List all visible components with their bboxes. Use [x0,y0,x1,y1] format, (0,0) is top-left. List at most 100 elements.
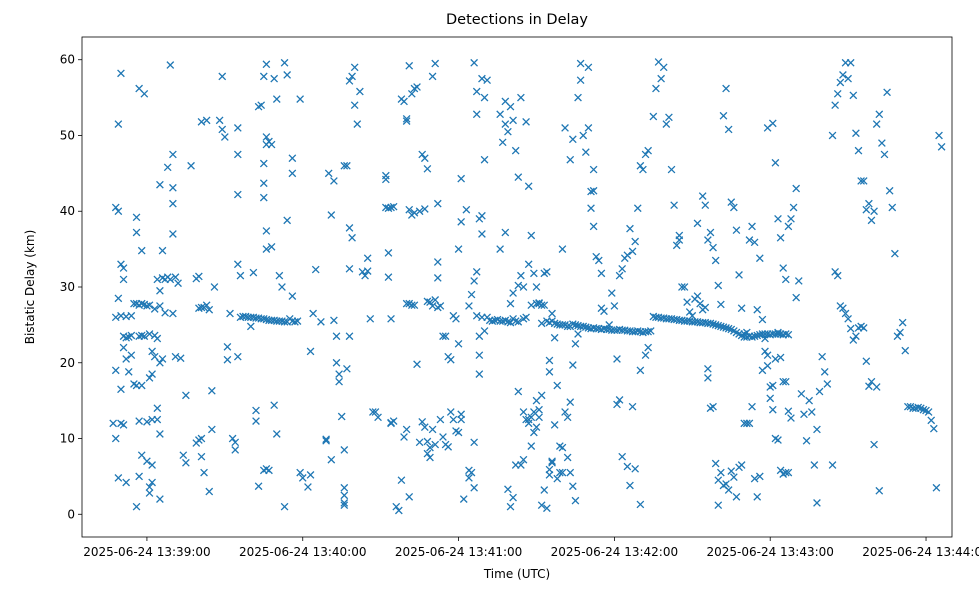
detection-point [729,473,738,482]
detection-point [872,383,881,391]
detection-point [524,415,533,424]
detection-point [457,217,466,226]
detection-point [210,283,219,291]
detection-point [704,236,712,244]
detection-point [418,417,427,426]
detection-point [893,332,902,341]
detection-point [459,495,468,503]
detection-point [618,264,627,273]
detection-point [509,493,517,502]
detection-point [771,158,780,167]
detection-point [389,417,398,425]
detection-point [156,495,164,503]
detection-point [132,502,141,511]
detection-point [805,396,814,405]
detection-point [610,302,619,310]
detection-point [522,117,530,126]
detection-point [714,501,723,510]
detection-point [340,446,349,454]
detection-point [400,433,408,441]
detection-point [927,416,936,425]
detection-point [158,355,167,363]
detection-point [350,63,359,72]
detection-point [553,381,562,390]
detection-point [800,410,808,419]
detection-point [618,452,627,461]
detection-point [343,364,351,373]
detection-point [420,205,429,213]
detection-point [810,461,819,469]
detection-point [561,408,569,416]
detection-point [452,314,460,323]
detection-point [400,97,408,106]
detection-point [413,360,421,369]
detection-point [197,303,206,312]
detection-point [389,202,398,211]
detection-point [163,163,172,172]
detection-point [883,88,891,97]
detection-point [475,370,484,378]
detection-point [171,352,180,361]
detection-point [750,474,759,483]
detection-point [704,364,712,373]
detection-point [124,367,133,376]
detection-point [340,499,349,507]
detection-point [545,367,554,376]
detection-point [535,299,543,307]
detection-point [537,391,546,400]
detection-point [472,87,481,96]
detection-point [296,95,305,103]
detection-point [272,430,281,438]
detection-point [670,201,678,210]
detection-point [574,330,582,338]
detection-point [428,72,437,81]
detection-point [296,468,305,477]
detection-point [755,472,764,481]
detection-point [524,419,533,428]
detection-point [519,408,528,416]
detection-point [348,233,356,242]
detection-point [345,77,354,85]
detection-point [781,377,790,386]
detection-point [828,461,837,469]
detection-point [231,438,240,447]
detection-point [636,366,645,375]
detection-point [340,501,349,510]
detection-point [652,84,660,93]
detection-point [202,116,211,125]
detection-point [779,264,788,272]
detection-point [862,357,871,366]
detection-point [839,304,847,313]
detection-point [137,299,146,308]
detection-point [706,228,715,237]
detection-point [722,84,730,93]
detection-point [330,177,338,185]
detection-point [143,302,151,310]
detection-point [470,58,479,67]
detection-point [584,63,593,72]
detection-point [519,455,528,464]
detection-point [148,478,156,487]
detection-point [207,425,216,434]
detection-point [854,146,863,155]
detection-point [288,154,297,163]
detection-point [457,410,466,419]
detection-point [636,500,645,509]
detection-point [667,165,676,174]
detection-point [833,89,842,98]
detection-point [280,317,289,326]
detection-point [878,139,886,147]
detection-point [774,214,782,223]
detection-point [758,315,767,324]
detection-point [145,483,154,491]
detection-point [537,319,546,328]
detection-point [467,290,476,299]
detection-point [504,127,512,136]
detection-point [465,474,473,482]
detection-point [330,316,338,325]
detection-point [589,165,598,174]
detection-point [366,314,375,323]
detection-point [356,87,364,96]
detection-point [527,442,536,450]
